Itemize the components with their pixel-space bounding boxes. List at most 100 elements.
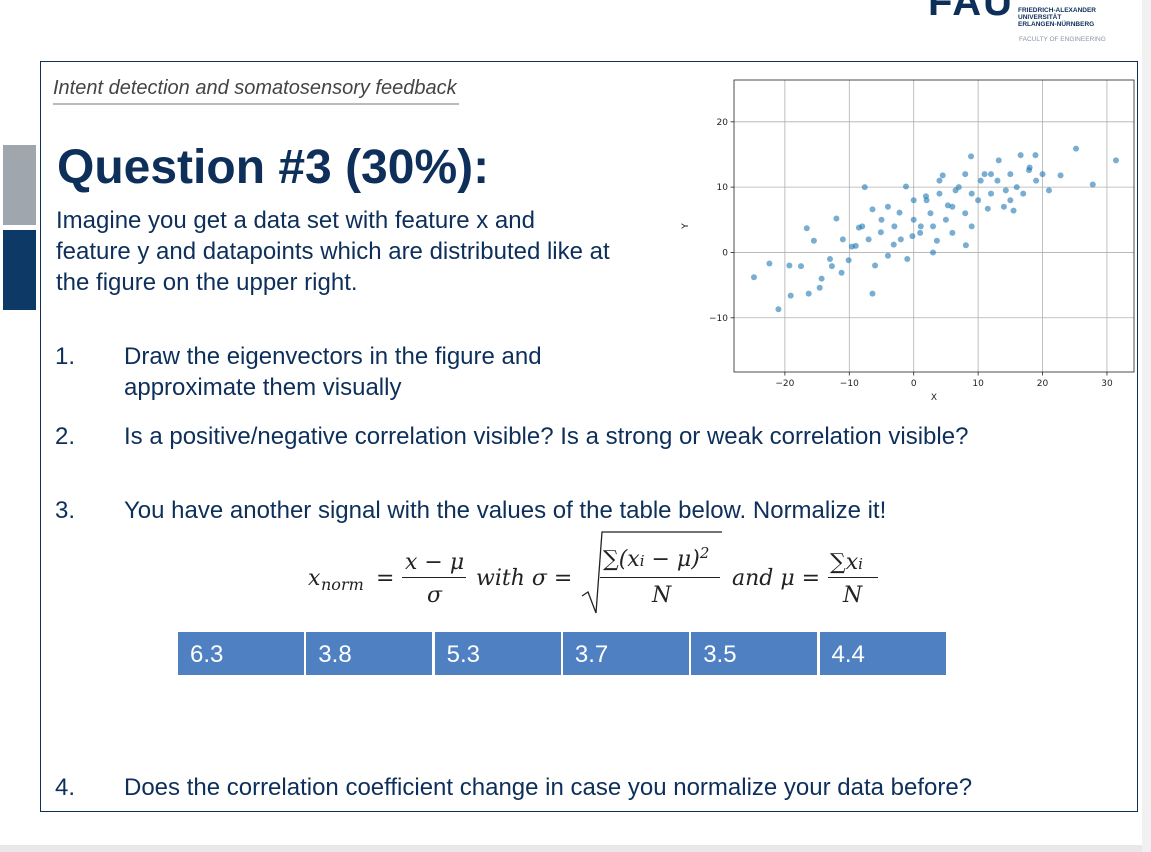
point [845, 257, 852, 264]
formula-part: σ [427, 583, 443, 608]
point [1007, 171, 1014, 178]
intro-line: the figure on the upper right. [56, 269, 358, 296]
y-tick-label: 0 [722, 248, 728, 258]
point [944, 202, 951, 209]
point [902, 183, 909, 190]
point [775, 306, 782, 313]
point [859, 223, 866, 230]
plot-frame [733, 79, 1135, 373]
formula-part: i [639, 552, 645, 570]
point [869, 290, 876, 297]
point [1007, 197, 1014, 204]
point [861, 184, 868, 191]
point [818, 275, 825, 282]
formula-part: ∑(xi − μ)2 [603, 544, 709, 572]
point [962, 210, 969, 217]
slide-frame [40, 61, 1138, 812]
university-line: ERLANGEN-NÜRNBERG [1018, 21, 1095, 28]
point [810, 237, 817, 244]
x-tick-label: 0 [911, 379, 917, 389]
point [949, 203, 956, 210]
point [968, 153, 975, 160]
point [1089, 181, 1096, 188]
question-text: Does the correlation coefficient change … [124, 774, 973, 801]
formula-part: = [376, 566, 395, 591]
point [981, 171, 988, 178]
university-line: UNIVERSITÄT [1018, 14, 1062, 21]
point [968, 223, 975, 230]
point [803, 225, 810, 232]
point [786, 262, 793, 269]
point [994, 177, 1001, 184]
table-cell: 4.4 [819, 632, 946, 675]
point [1073, 145, 1080, 152]
right-strip [1142, 0, 1151, 852]
fraction-bar [402, 577, 466, 578]
table-cell: 3.8 [306, 632, 433, 675]
question-text: Is a positive/negative correlation visib… [124, 423, 969, 450]
point [933, 237, 940, 244]
point [1026, 164, 1033, 171]
point [1002, 187, 1009, 194]
formula-part: x [308, 566, 321, 591]
formula-part: with σ = [476, 566, 573, 591]
formula-part: and μ = [732, 566, 821, 591]
point [877, 229, 884, 236]
faculty: FACULTY OF ENGINEERING [1019, 36, 1106, 43]
x-tick-label: 10 [972, 379, 984, 389]
point [939, 172, 946, 179]
point [1017, 152, 1024, 159]
point [1010, 207, 1017, 214]
formula-part: norm [321, 575, 364, 594]
fraction-bar [828, 577, 878, 578]
formula-part: 2 [699, 544, 710, 562]
point [995, 157, 1002, 164]
point [869, 206, 876, 213]
point [896, 209, 903, 216]
point [787, 292, 794, 299]
side-bar [3, 230, 36, 310]
formula-part: ∑xi [830, 550, 863, 575]
point [1112, 157, 1119, 164]
question-number: 2. [55, 423, 76, 450]
point [975, 197, 982, 204]
question-number: 1. [55, 343, 76, 370]
point [833, 215, 840, 222]
formula-part: ∑x [830, 550, 859, 575]
point [917, 223, 924, 230]
formula-part: N [652, 583, 672, 608]
formula-part: x − μ [405, 550, 465, 575]
subtitle: Intent detection and somatosensory feedb… [53, 77, 459, 105]
point [988, 171, 995, 178]
formula-part: − μ) [644, 547, 700, 572]
point [884, 203, 891, 210]
x-tick-label: 30 [1101, 379, 1113, 389]
scatter-chart: X Y −20 −10 0 10 20 30 −10 0 10 20 [681, 79, 1135, 403]
intro-line: feature y and datapoints which are distr… [56, 238, 610, 265]
question-number: 3. [55, 497, 76, 524]
point [884, 252, 891, 259]
point [910, 216, 917, 223]
point [828, 263, 835, 270]
point [750, 274, 757, 281]
university: FRIEDRICH-ALEXANDER UNIVERSITÄT ERLANGEN… [1018, 7, 1096, 28]
point [1020, 190, 1027, 197]
point [968, 190, 975, 197]
point [839, 236, 846, 243]
point [1045, 187, 1052, 194]
point [910, 197, 917, 204]
y-tick-label: −10 [709, 314, 728, 324]
point [988, 190, 995, 197]
y-tick-label: 20 [717, 118, 729, 128]
point [805, 290, 812, 297]
point [766, 260, 773, 267]
point [816, 284, 823, 291]
side-bar [3, 145, 36, 225]
point [865, 236, 872, 243]
point [797, 263, 804, 270]
point [909, 233, 916, 240]
point [891, 223, 898, 230]
point [942, 216, 949, 223]
point [949, 229, 956, 236]
x-tick-label: −10 [840, 379, 859, 389]
